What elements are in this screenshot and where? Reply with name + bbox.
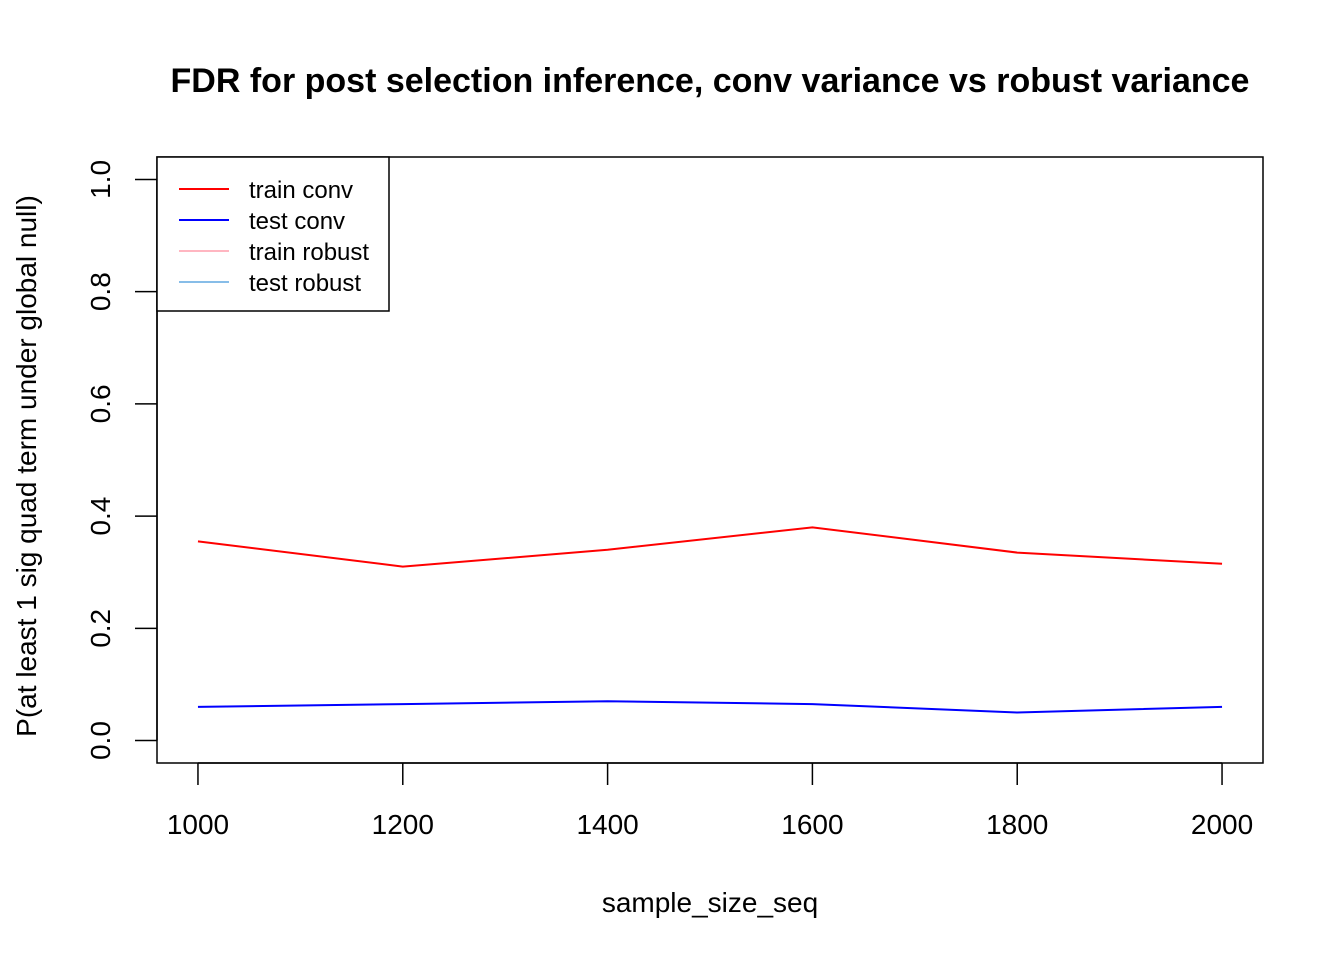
chart-title: FDR for post selection inference, conv v… — [171, 62, 1250, 100]
series-line — [197, 526, 1223, 568]
y-tick-label: 0.6 — [85, 384, 116, 423]
y-tick-label: 0.8 — [85, 272, 116, 311]
x-tick-label: 1800 — [986, 809, 1048, 840]
x-tick-label: 1400 — [576, 809, 638, 840]
x-tick-label: 1600 — [781, 809, 843, 840]
x-tick-label: 1200 — [372, 809, 434, 840]
y-axis-label: P(at least 1 sig quad term under global … — [11, 195, 42, 737]
x-tick-label: 2000 — [1191, 809, 1253, 840]
legend-label: train conv — [249, 177, 353, 204]
legend-box — [156, 156, 390, 312]
legend-label: train robust — [249, 239, 369, 266]
y-tick-label: 0.4 — [85, 497, 116, 536]
y-tick-label: 0.0 — [85, 721, 116, 760]
x-tick-label: 1000 — [167, 809, 229, 840]
legend-label: test conv — [249, 208, 345, 235]
y-tick-label: 1.0 — [85, 160, 116, 199]
legend-label: test robust — [249, 270, 361, 297]
y-tick-label: 0.2 — [85, 609, 116, 648]
x-axis-label: sample_size_seq — [602, 887, 818, 918]
series-line — [197, 700, 1223, 714]
